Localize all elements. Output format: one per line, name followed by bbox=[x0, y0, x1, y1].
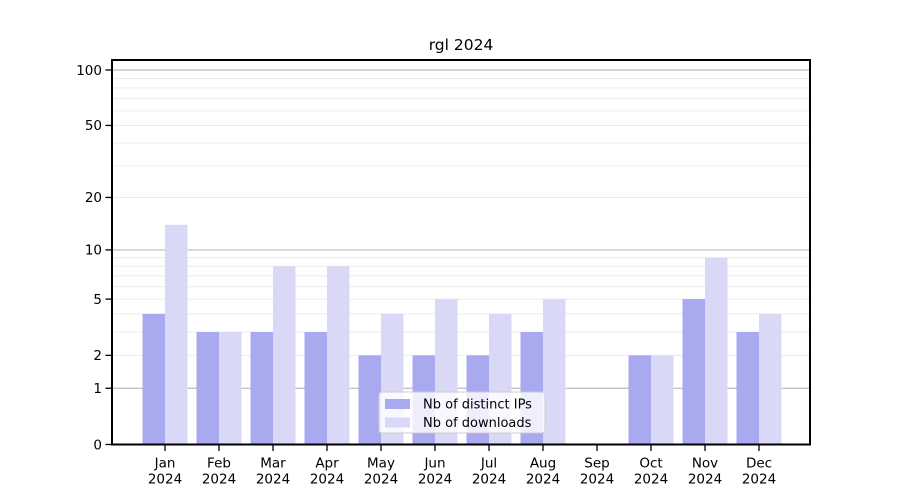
legend-swatch-nb-of-downloads bbox=[385, 417, 410, 428]
bar-nb-of-downloads-mar bbox=[273, 266, 296, 445]
y-tick-label: 100 bbox=[76, 63, 102, 79]
x-tick-label-year: 2024 bbox=[202, 472, 236, 488]
x-tick-label-year: 2024 bbox=[418, 472, 452, 488]
x-tick-label-year: 2024 bbox=[580, 472, 614, 488]
x-tick-label-year: 2024 bbox=[364, 472, 398, 488]
x-tick-label-month: Jun bbox=[423, 456, 445, 472]
bar-nb-of-downloads-oct bbox=[651, 355, 674, 445]
bar-nb-of-distinct-ips-apr bbox=[304, 332, 327, 445]
x-tick-label-month: Nov bbox=[692, 456, 718, 472]
x-tick-label-month: Jul bbox=[480, 456, 497, 472]
legend-label-nb-of-distinct-ips: Nb of distinct IPs bbox=[423, 398, 532, 413]
bar-nb-of-downloads-aug bbox=[543, 299, 566, 445]
bar-nb-of-downloads-dec bbox=[759, 313, 782, 445]
y-tick-label: 1 bbox=[93, 381, 102, 397]
x-tick-label-month: Oct bbox=[639, 456, 662, 472]
legend-label-nb-of-downloads: Nb of downloads bbox=[423, 416, 532, 431]
x-tick-label-month: Jan bbox=[154, 456, 176, 472]
x-tick-label-year: 2024 bbox=[256, 472, 290, 488]
x-tick-label-month: Dec bbox=[746, 456, 772, 472]
y-tick-label: 2 bbox=[93, 348, 102, 364]
x-tick-label-year: 2024 bbox=[148, 472, 182, 488]
x-tick-label-month: Apr bbox=[315, 456, 339, 472]
bar-nb-of-distinct-ips-mar bbox=[250, 332, 273, 445]
plot-border bbox=[111, 59, 811, 446]
x-tick-label-month: Feb bbox=[207, 456, 231, 472]
bar-nb-of-downloads-nov bbox=[705, 257, 728, 445]
x-tick-label-year: 2024 bbox=[526, 472, 560, 488]
y-tick-label: 20 bbox=[85, 190, 102, 206]
y-tick-label: 5 bbox=[93, 292, 102, 308]
y-tick-label: 50 bbox=[85, 118, 102, 134]
x-tick-label-month: May bbox=[367, 456, 395, 472]
bar-nb-of-downloads-feb bbox=[219, 332, 242, 445]
x-tick-label-year: 2024 bbox=[688, 472, 722, 488]
x-tick-label-year: 2024 bbox=[472, 472, 506, 488]
bar-nb-of-distinct-ips-feb bbox=[196, 332, 219, 445]
bar-nb-of-distinct-ips-jan bbox=[142, 313, 165, 445]
x-tick-label-year: 2024 bbox=[310, 472, 344, 488]
bar-nb-of-distinct-ips-may bbox=[358, 355, 381, 445]
x-tick-label-month: Aug bbox=[530, 456, 556, 472]
y-tick-label: 0 bbox=[93, 437, 102, 453]
legend-box bbox=[378, 391, 546, 434]
legend-swatch-nb-of-distinct-ips bbox=[385, 399, 410, 409]
x-tick-label-year: 2024 bbox=[634, 472, 668, 488]
bar-nb-of-distinct-ips-nov bbox=[682, 299, 705, 445]
x-tick-label-month: Sep bbox=[584, 456, 609, 472]
y-tick-label: 10 bbox=[85, 243, 102, 259]
bar-nb-of-distinct-ips-oct bbox=[628, 355, 651, 445]
bar-nb-of-distinct-ips-dec bbox=[736, 332, 759, 445]
x-tick-label-year: 2024 bbox=[742, 472, 776, 488]
bar-nb-of-downloads-apr bbox=[327, 266, 350, 445]
x-tick-label-month: Mar bbox=[260, 456, 286, 472]
chart-title: rgl 2024 bbox=[429, 36, 494, 54]
bar-nb-of-downloads-jan bbox=[165, 224, 188, 445]
